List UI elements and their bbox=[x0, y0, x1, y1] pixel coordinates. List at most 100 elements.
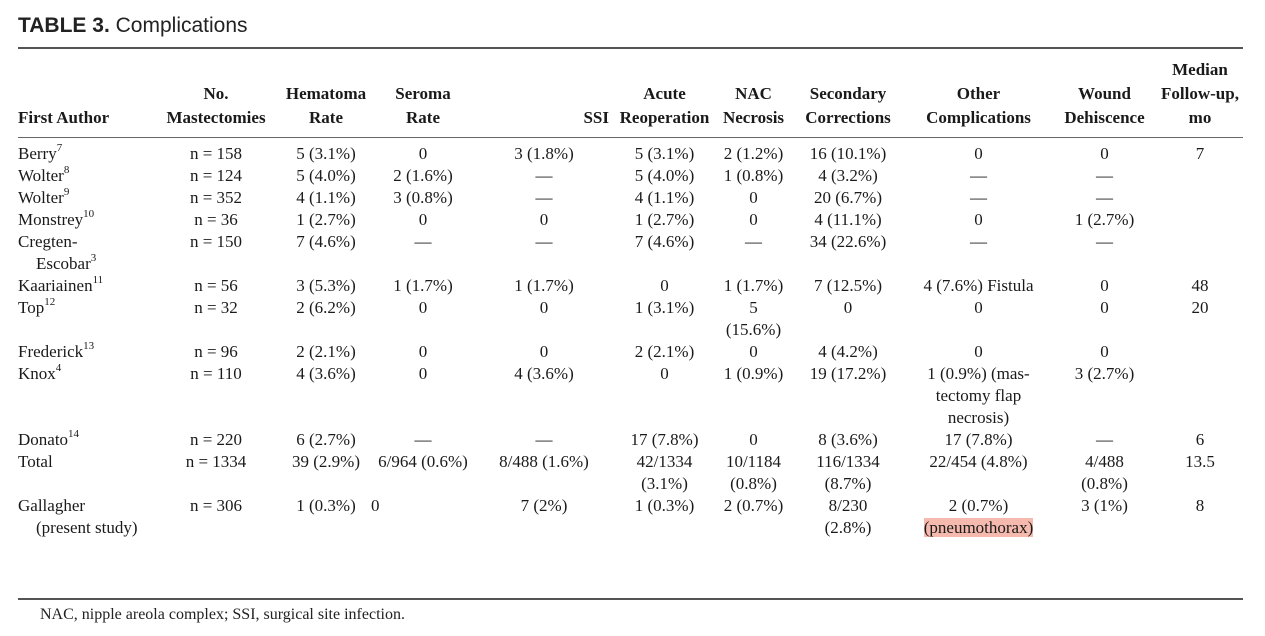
followup-cell: 48 bbox=[1191, 276, 1209, 295]
hematoma-cell: 5 (4.0%) bbox=[296, 166, 356, 185]
wound-cell: 0 bbox=[1100, 298, 1109, 317]
table-row: Top12 n = 32 2 (6.2%) 0 0 1 (3.1%) 5 (15… bbox=[18, 297, 1243, 341]
hematoma-cell: 1 (0.3%) bbox=[296, 496, 356, 515]
table-row: Wolter9 n = 352 4 (1.1%) 3 (0.8%) — 4 (1… bbox=[18, 187, 1243, 209]
other-cell: — bbox=[970, 166, 987, 185]
table-row: Knox4 n = 110 4 (3.6%) 0 4 (3.6%) 0 1 (0… bbox=[18, 363, 1243, 429]
other-cell: 2 (0.7%) (pneumothorax) bbox=[923, 496, 1034, 537]
header-rule bbox=[18, 137, 1243, 138]
ssi-cell: — bbox=[535, 232, 553, 251]
secondary-cell: 8 (3.6%) bbox=[818, 430, 878, 449]
mastectomies-cell: n = 150 bbox=[189, 232, 243, 251]
ssi-cell: 1 (1.7%) bbox=[514, 276, 574, 295]
seroma-cell: 0 bbox=[418, 298, 428, 317]
mastectomies-cell: n = 96 bbox=[194, 342, 238, 361]
highlighted-text: (pneumothorax) bbox=[923, 518, 1034, 537]
author-cell: Donato14 bbox=[18, 428, 80, 449]
nac-cell: 10/1184 (0.8%) bbox=[725, 452, 782, 493]
seroma-cell: 0 bbox=[371, 496, 380, 515]
ssi-cell: 7 (2%) bbox=[520, 496, 568, 515]
wound-cell: — bbox=[1096, 430, 1113, 449]
col-header-wound: Wound Dehiscence bbox=[1064, 84, 1145, 127]
followup-cell: 8 bbox=[1195, 496, 1205, 515]
mastectomies-cell: n = 56 bbox=[194, 276, 238, 295]
top-rule bbox=[18, 47, 1243, 49]
hematoma-cell: 7 (4.6%) bbox=[296, 232, 356, 251]
hematoma-cell: 1 (2.7%) bbox=[296, 210, 356, 229]
followup-cell: 20 bbox=[1191, 298, 1209, 317]
hematoma-cell: 4 (1.1%) bbox=[296, 188, 356, 207]
col-header-seroma: Seroma Rate bbox=[395, 84, 451, 127]
seroma-cell: 1 (1.7%) bbox=[393, 276, 453, 295]
wound-cell: 3 (1%) bbox=[1081, 496, 1128, 515]
table-row: Total n = 1334 39 (2.9%) 6/964 (0.6%) 8/… bbox=[18, 451, 1243, 495]
nac-cell: 0 bbox=[749, 342, 758, 361]
author-cell: Knox4 bbox=[18, 362, 62, 383]
secondary-cell: 4 (4.2%) bbox=[818, 342, 878, 361]
table-row: Donato14 n = 220 6 (2.7%) — — 17 (7.8%) … bbox=[18, 429, 1243, 451]
col-header-secondary: Secondary Corrections bbox=[805, 84, 891, 127]
reoperation-cell: 1 (2.7%) bbox=[634, 210, 695, 229]
reoperation-cell: 5 (4.0%) bbox=[634, 166, 695, 185]
mastectomies-cell: n = 32 bbox=[194, 298, 238, 317]
nac-cell: — bbox=[745, 232, 762, 251]
ssi-cell: — bbox=[535, 166, 553, 185]
seroma-cell: 0 bbox=[418, 342, 428, 361]
other-cell: 22/454 (4.8%) bbox=[929, 452, 1028, 471]
followup-cell bbox=[1157, 165, 1243, 187]
wound-cell: — bbox=[1096, 188, 1113, 207]
nac-cell: 5 (15.6%) bbox=[725, 298, 782, 339]
wound-cell: 0 bbox=[1100, 276, 1109, 295]
nac-cell: 2 (0.7%) bbox=[723, 496, 784, 515]
author-cell: Top12 bbox=[18, 296, 56, 317]
author-cell: Cregten- Escobar3 bbox=[18, 232, 97, 273]
hematoma-cell: 4 (3.6%) bbox=[296, 364, 356, 383]
nac-cell: 1 (0.8%) bbox=[723, 166, 784, 185]
followup-cell: 7 bbox=[1195, 144, 1205, 163]
nac-cell: 0 bbox=[749, 188, 758, 207]
col-header-ssi: SSI bbox=[583, 108, 609, 127]
mastectomies-cell: n = 110 bbox=[190, 364, 242, 383]
table-row: Frederick13 n = 96 2 (2.1%) 0 0 2 (2.1%)… bbox=[18, 341, 1243, 363]
nac-cell: 0 bbox=[749, 210, 758, 229]
followup-cell: 6 bbox=[1195, 430, 1205, 449]
wound-cell: 1 (2.7%) bbox=[1074, 210, 1135, 229]
secondary-cell: 34 (22.6%) bbox=[809, 232, 887, 251]
nac-cell: 1 (1.7%) bbox=[723, 276, 784, 295]
col-header-nac: NAC Necrosis bbox=[722, 84, 785, 127]
col-header-other: Other Complications bbox=[926, 84, 1031, 127]
author-cell: Total bbox=[18, 452, 53, 471]
hematoma-cell: 39 (2.9%) bbox=[292, 452, 360, 471]
reoperation-cell: 5 (3.1%) bbox=[634, 144, 695, 163]
author-cell: Gallagher (present study) bbox=[18, 496, 138, 537]
nac-cell: 2 (1.2%) bbox=[723, 144, 784, 163]
ssi-cell: — bbox=[535, 430, 553, 449]
ssi-cell: 3 (1.8%) bbox=[514, 144, 574, 163]
table-row: Wolter8 n = 124 5 (4.0%) 2 (1.6%) — 5 (4… bbox=[18, 165, 1243, 187]
other-cell: 4 (7.6%) Fistula bbox=[923, 276, 1034, 295]
col-header-followup: Median Follow-up, mo bbox=[1161, 60, 1239, 127]
seroma-cell: 2 (1.6%) bbox=[393, 166, 453, 185]
reoperation-cell: 2 (2.1%) bbox=[634, 342, 695, 361]
other-cell: 0 bbox=[974, 342, 983, 361]
other-cell: 0 bbox=[974, 144, 983, 163]
wound-cell: — bbox=[1096, 232, 1113, 251]
other-cell: 17 (7.8%) bbox=[944, 430, 1013, 449]
seroma-cell: 0 bbox=[418, 210, 428, 229]
other-cell: — bbox=[970, 232, 987, 251]
mastectomies-cell: n = 124 bbox=[189, 166, 243, 185]
seroma-cell: 0 bbox=[418, 364, 428, 383]
table-footnote: NAC, nipple areola complex; SSI, surgica… bbox=[40, 606, 405, 623]
secondary-cell: 4 (3.2%) bbox=[818, 166, 878, 185]
hematoma-cell: 2 (2.1%) bbox=[296, 342, 356, 361]
col-header-author: First Author bbox=[18, 108, 110, 127]
mastectomies-cell: n = 36 bbox=[194, 210, 238, 229]
reoperation-cell: 1 (0.3%) bbox=[634, 496, 695, 515]
other-cell: 1 (0.9%) (mas-tectomy flap necrosis) bbox=[927, 364, 1030, 427]
mastectomies-cell: n = 1334 bbox=[185, 452, 247, 471]
nac-cell: 1 (0.9%) bbox=[723, 364, 784, 383]
secondary-cell: 116/1334 (8.7%) bbox=[816, 452, 880, 493]
wound-cell: — bbox=[1096, 166, 1113, 185]
reoperation-cell: 42/1334 (3.1%) bbox=[636, 452, 693, 493]
wound-cell: 3 (2.7%) bbox=[1074, 364, 1135, 383]
